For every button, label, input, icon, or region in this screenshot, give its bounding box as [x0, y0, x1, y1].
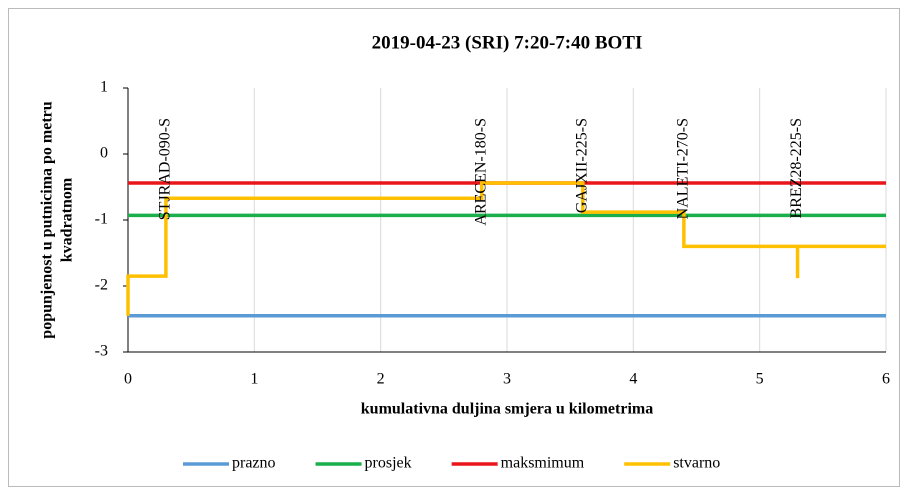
station-annotation: NALETI-270-S — [675, 118, 692, 219]
station-label: GAJXII-225-S — [573, 118, 590, 213]
y-tick-label: -1 — [95, 211, 108, 228]
station-label: STJRAD-090-S — [157, 118, 174, 220]
x-tick-label: 3 — [503, 371, 511, 388]
station-annotation: BREZ28-225-S — [788, 118, 805, 218]
x-tick-label: 5 — [756, 371, 764, 388]
x-tick-label: 2 — [377, 371, 385, 388]
x-tick-label: 6 — [882, 371, 890, 388]
legend-label: maksmimum — [501, 455, 585, 472]
x-tick-label: 1 — [250, 371, 258, 388]
legend-label: prazno — [232, 455, 276, 472]
legend-label: stvarno — [673, 455, 720, 472]
x-tick-label: 0 — [124, 371, 132, 388]
station-annotation: GAJXII-225-S — [573, 118, 590, 213]
station-label: NALETI-270-S — [675, 118, 692, 219]
x-axis-label: kumulativna duljina smjera u kilometrima — [361, 401, 653, 418]
y-axis-label-line: kvadratnom — [59, 177, 76, 262]
y-tick-label: 0 — [100, 145, 108, 162]
legend-label: prosjek — [365, 455, 412, 472]
y-axis-label: popunjenost u putnicima po metru kvadrat… — [39, 101, 76, 338]
y-tick-label: 1 — [100, 79, 108, 96]
y-axis-label-line: popunjenost u putnicima po metru — [39, 101, 56, 338]
y-tick-label: -2 — [95, 277, 108, 294]
x-tick-label: 4 — [629, 371, 637, 388]
station-label: ARECEN-180-S — [472, 118, 489, 226]
station-annotation: STJRAD-090-S — [157, 118, 174, 220]
y-tick-label: -3 — [95, 343, 108, 360]
series-line — [126, 181, 886, 316]
station-annotation: ARECEN-180-S — [472, 118, 489, 226]
station-label: BREZ28-225-S — [788, 118, 805, 218]
chart-title: 2019-04-23 (SRI) 7:20-7:40 BOTI — [372, 32, 643, 53]
